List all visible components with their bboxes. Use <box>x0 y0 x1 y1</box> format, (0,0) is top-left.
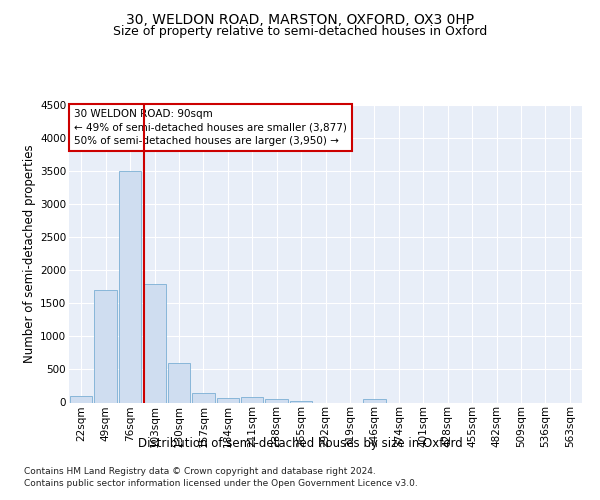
Bar <box>290 401 313 402</box>
Text: Contains public sector information licensed under the Open Government Licence v3: Contains public sector information licen… <box>24 479 418 488</box>
Bar <box>167 363 190 403</box>
Bar <box>241 396 263 402</box>
Text: 30, WELDON ROAD, MARSTON, OXFORD, OX3 0HP: 30, WELDON ROAD, MARSTON, OXFORD, OX3 0H… <box>126 12 474 26</box>
Text: Distribution of semi-detached houses by size in Oxford: Distribution of semi-detached houses by … <box>137 438 463 450</box>
Text: Size of property relative to semi-detached houses in Oxford: Size of property relative to semi-detach… <box>113 25 487 38</box>
Text: Contains HM Land Registry data © Crown copyright and database right 2024.: Contains HM Land Registry data © Crown c… <box>24 468 376 476</box>
Bar <box>119 171 142 402</box>
Bar <box>143 284 166 403</box>
Bar <box>265 399 288 402</box>
Bar <box>217 398 239 402</box>
Text: 30 WELDON ROAD: 90sqm
← 49% of semi-detached houses are smaller (3,877)
50% of s: 30 WELDON ROAD: 90sqm ← 49% of semi-deta… <box>74 110 347 146</box>
Y-axis label: Number of semi-detached properties: Number of semi-detached properties <box>23 144 36 363</box>
Bar <box>94 290 117 403</box>
Bar <box>363 399 386 402</box>
Bar <box>70 396 92 402</box>
Bar <box>192 392 215 402</box>
